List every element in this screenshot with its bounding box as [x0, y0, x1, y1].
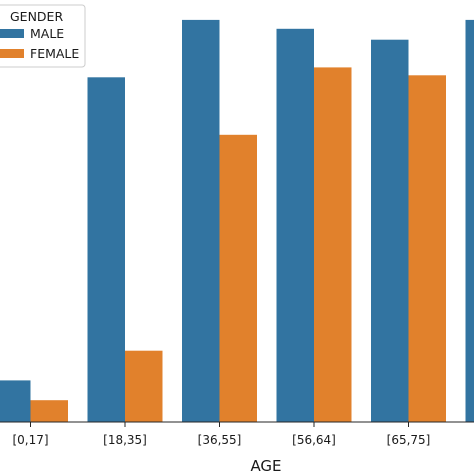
bar-female-1: [125, 350, 163, 422]
legend-swatch-male: [0, 29, 24, 38]
bars-layer: [0, 19, 474, 423]
bar-male-4: [371, 39, 409, 422]
bar-male-0: [0, 380, 31, 422]
bar-female-2: [219, 134, 257, 423]
bar-female-0: [30, 400, 68, 422]
bar-male-5: [465, 19, 474, 423]
legend-label-male: MALE: [30, 26, 64, 41]
x-tick-label-1: [18,35]: [103, 433, 147, 447]
legend-entries: MALE FEMALE: [0, 26, 79, 61]
legend: GENDER MALE FEMALE: [0, 4, 86, 68]
x-tick-label-2: [36,55]: [198, 433, 242, 447]
bar-male-1: [87, 77, 125, 423]
bar-female-4: [408, 75, 446, 423]
bar-male-3: [276, 28, 314, 423]
bar-female-3: [314, 67, 352, 423]
x-tick-label-4: [65,75]: [387, 433, 431, 447]
x-axis-label: AGE: [250, 457, 281, 474]
bar-male-2: [182, 19, 220, 423]
x-tick-label-0: [0,17]: [12, 433, 48, 447]
x-tick-label-3: [56,64]: [292, 433, 336, 447]
legend-title: GENDER: [10, 9, 63, 24]
legend-swatch-female: [0, 49, 24, 58]
x-ticks-layer: [0,17] [18,35] [36,55] [56,64] [65,75]: [12, 422, 431, 447]
legend-label-female: FEMALE: [30, 46, 79, 61]
